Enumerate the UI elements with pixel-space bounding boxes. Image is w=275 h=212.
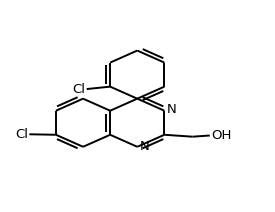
Text: Cl: Cl: [15, 128, 28, 141]
Text: Cl: Cl: [73, 82, 86, 96]
Text: N: N: [139, 140, 149, 153]
Text: OH: OH: [211, 129, 232, 142]
Text: N: N: [167, 103, 176, 116]
